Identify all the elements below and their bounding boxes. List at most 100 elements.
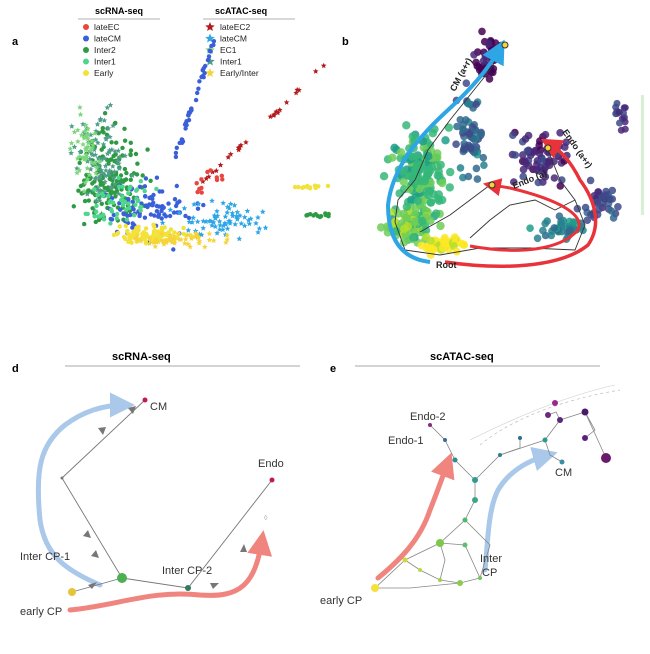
- cell-point: [434, 167, 443, 176]
- cell-point: [93, 128, 99, 134]
- cell-point: [194, 218, 201, 225]
- cell-point: [145, 147, 150, 152]
- cell-point: [594, 188, 603, 196]
- cell-point: [581, 203, 590, 212]
- cell-point: [171, 240, 178, 246]
- cell-point: [128, 184, 133, 189]
- d-node-inter1: [117, 573, 127, 583]
- d-node-cm: [142, 397, 148, 403]
- cell-point: [197, 79, 202, 84]
- cell-point: [534, 178, 543, 187]
- cell-point: [104, 150, 111, 157]
- cell-point: [456, 164, 465, 172]
- cell-point: [111, 168, 118, 175]
- cell-point: [86, 171, 93, 178]
- cell-point: [106, 193, 111, 199]
- cell-point: [426, 166, 435, 175]
- cell-point: [224, 225, 231, 232]
- cell-point: [84, 165, 91, 171]
- cell-point: [78, 183, 84, 189]
- cell-point: [246, 220, 253, 227]
- cell-point: [405, 185, 414, 194]
- cell-point: [102, 178, 108, 185]
- cell-point: [174, 145, 179, 150]
- cell-point: [173, 203, 179, 209]
- cell-point: [208, 49, 213, 54]
- cell-point: [326, 214, 331, 219]
- cell-point: [620, 104, 628, 112]
- cell-point: [408, 132, 417, 141]
- cell-point: [171, 236, 177, 242]
- cell-point: [82, 128, 88, 134]
- cell-point: [98, 182, 103, 187]
- cell-point: [128, 152, 133, 157]
- cell-point: [224, 236, 230, 242]
- cell-point: [196, 231, 203, 237]
- cell-point: [142, 215, 148, 220]
- cell-point: [116, 165, 123, 171]
- legend-scatac-item: Early/Inter: [220, 68, 259, 78]
- cell-point: [216, 218, 223, 224]
- cell-point: [103, 136, 109, 142]
- cell-point: [283, 99, 290, 105]
- colorbar-edge: [641, 95, 644, 215]
- cell-point: [379, 172, 389, 181]
- cell-point: [107, 167, 113, 174]
- cell-point: [96, 163, 102, 169]
- cell-point: [108, 221, 113, 226]
- cell-point: [399, 237, 409, 247]
- cell-point: [172, 230, 177, 235]
- cell-point: [419, 165, 429, 174]
- cell-point: [511, 151, 520, 159]
- cell-point: [114, 211, 120, 217]
- cell-point: [137, 213, 142, 219]
- cell-point: [174, 183, 179, 189]
- cell-point: [152, 243, 159, 249]
- cell-point: [399, 209, 408, 219]
- cell-point: [558, 176, 566, 184]
- cell-point: [140, 231, 145, 236]
- cell-point: [128, 148, 134, 153]
- cell-point: [123, 236, 128, 242]
- cell-point: [234, 209, 241, 215]
- cell-point: [446, 167, 455, 177]
- cell-point: [158, 237, 165, 243]
- cell-point: [456, 116, 465, 124]
- cell-point: [399, 177, 408, 186]
- cell-point: [199, 177, 204, 182]
- e-node: [457, 580, 463, 586]
- cell-point: [126, 201, 131, 206]
- cell-point: [71, 144, 78, 150]
- cell-point: [114, 188, 120, 194]
- cell-point: [160, 205, 166, 211]
- d-node-inter2: [185, 585, 191, 591]
- cell-point: [192, 230, 199, 236]
- cell-point: [209, 222, 215, 228]
- e-node: [452, 457, 458, 463]
- cell-point: [198, 231, 205, 238]
- cell-point: [94, 164, 100, 170]
- cell-point: [470, 51, 478, 59]
- cell-point: [194, 181, 199, 186]
- cell-point: [94, 209, 99, 214]
- legend-star-icon: [205, 68, 215, 77]
- cell-point: [304, 213, 309, 218]
- cell-point: [143, 176, 149, 181]
- cell-point: [175, 231, 182, 237]
- d-label-endo: Endo: [258, 458, 284, 470]
- d-label-early: early CP: [20, 606, 62, 618]
- cell-point: [92, 179, 97, 184]
- cell-point: [202, 244, 208, 250]
- cell-point: [607, 207, 616, 215]
- cell-point: [122, 152, 128, 159]
- cell-point: [143, 226, 149, 231]
- cell-point: [132, 229, 137, 234]
- cell-point: [163, 237, 169, 244]
- cell-point: [462, 79, 471, 87]
- endpoint-endo-ar: [544, 144, 552, 152]
- cell-point: [76, 167, 83, 173]
- cell-point: [101, 212, 106, 218]
- cell-point: [195, 206, 201, 211]
- d-label-inter1: Inter CP-1: [20, 551, 70, 563]
